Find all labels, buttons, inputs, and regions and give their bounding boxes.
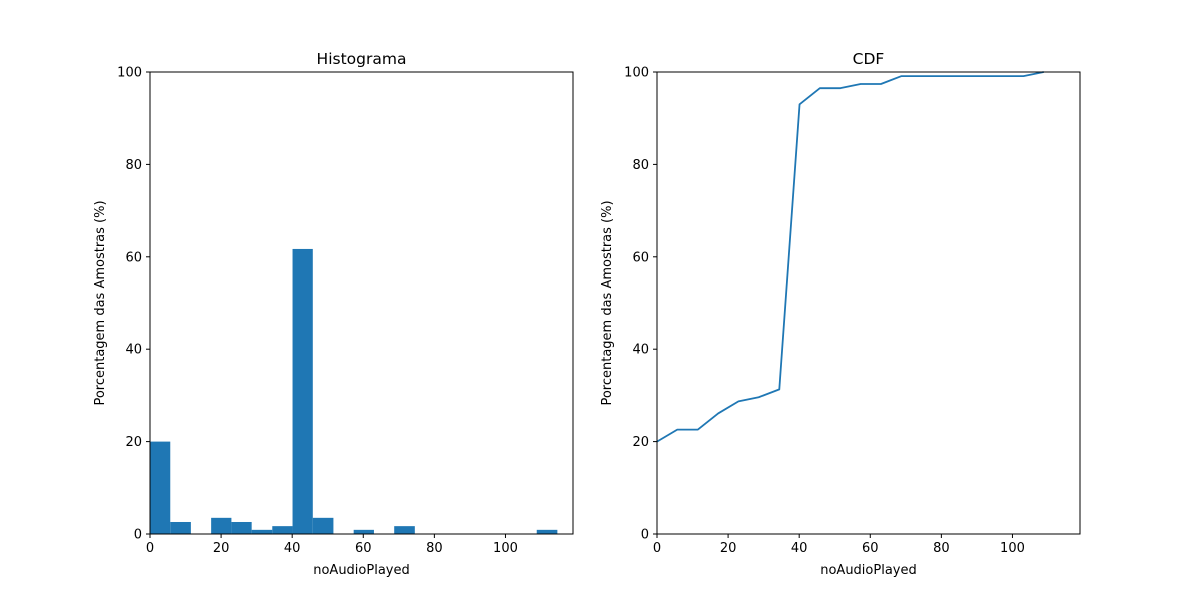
y-axis-label: Porcentagem das Amostras (%) — [600, 200, 615, 405]
x-tick-label: 20 — [213, 541, 230, 556]
x-tick-label: 40 — [791, 541, 808, 556]
x-tick-label: 40 — [284, 541, 301, 556]
x-tick-label: 0 — [653, 541, 661, 556]
y-tick-label: 0 — [134, 528, 142, 543]
chart-title: CDF — [853, 50, 885, 68]
y-tick-label: 20 — [632, 435, 649, 450]
axes-frame — [656, 71, 1081, 535]
x-tick-label: 0 — [146, 541, 154, 556]
histogram-bar — [231, 521, 252, 534]
x-axis-label: noAudioPlayed — [820, 563, 917, 578]
histogram-bar — [170, 521, 191, 534]
histogram-bar — [394, 526, 415, 534]
x-axis-label: noAudioPlayed — [313, 563, 410, 578]
x-tick-label: 20 — [720, 541, 737, 556]
x-tick-label: 80 — [933, 541, 950, 556]
cdf-panel: 0 20 40 60 80 100 0 20 40 60 80 100 CDF noAudioPlayed… — [600, 50, 1081, 578]
histogram-bar — [251, 529, 273, 534]
cdf-line — [656, 71, 1044, 443]
y-tick-label: 0 — [641, 528, 649, 543]
histogram-bar — [292, 248, 313, 535]
y-tick-label: 40 — [632, 343, 649, 358]
y-tick-label: 60 — [632, 250, 649, 265]
y-tick-label: 40 — [125, 343, 142, 358]
x-tick-label: 80 — [426, 541, 443, 556]
histogram-bar — [312, 517, 334, 534]
chart-title: Histograma — [317, 50, 407, 68]
x-tick-label: 60 — [862, 541, 879, 556]
histogram-panel: 0 20 40 60 80 100 0 20 40 60 80 100 Histograma noAudi… — [93, 50, 574, 578]
y-tick-label: 60 — [125, 250, 142, 265]
histogram-bar — [211, 517, 232, 534]
y-tick-label: 100 — [624, 66, 649, 81]
y-tick-label: 80 — [632, 158, 649, 173]
x-tick-label: 100 — [1000, 541, 1025, 556]
histogram-bar — [353, 529, 374, 534]
x-tick-label: 100 — [493, 541, 518, 556]
y-axis-label: Porcentagem das Amostras (%) — [93, 200, 108, 405]
histogram-bar — [272, 526, 293, 534]
y-tick-label: 20 — [125, 435, 142, 450]
histogram-bar — [150, 441, 171, 534]
x-tick-label: 60 — [355, 541, 372, 556]
y-tick-label: 100 — [117, 66, 142, 81]
axes-frame — [149, 71, 574, 535]
y-tick-label: 80 — [125, 158, 142, 173]
histogram-bar — [536, 529, 558, 534]
